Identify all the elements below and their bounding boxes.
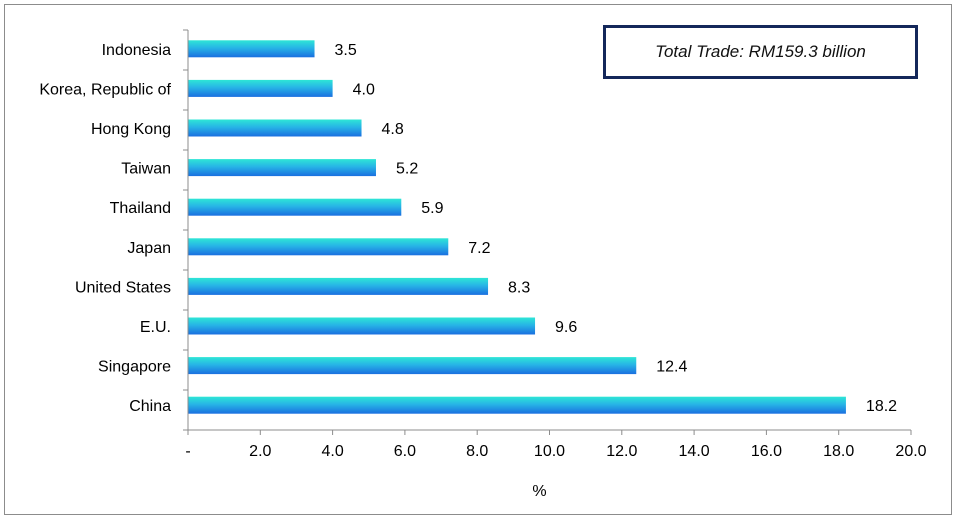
- category-label: Hong Kong: [91, 121, 171, 138]
- x-tick-label: 18.0: [823, 443, 854, 460]
- total-trade-annotation: Total Trade: RM159.3 billion: [603, 25, 918, 79]
- value-label: 5.2: [396, 161, 418, 178]
- x-tick-label: 2.0: [249, 443, 271, 460]
- value-label: 7.2: [468, 240, 490, 257]
- x-tick-label: 6.0: [394, 443, 416, 460]
- value-label: 8.3: [508, 279, 530, 296]
- x-tick-label: 8.0: [466, 443, 488, 460]
- category-label: Japan: [127, 240, 171, 257]
- value-label: 18.2: [866, 398, 897, 415]
- value-label: 12.4: [656, 359, 687, 376]
- bar: [188, 198, 402, 216]
- bars-layer: [188, 40, 846, 414]
- x-tick-label: 20.0: [895, 443, 926, 460]
- bar: [188, 79, 333, 97]
- category-label: United States: [75, 279, 171, 296]
- chart-frame: - 2.0 4.0 6.0 8.0 10.0 12.0 14.0 16.0 18.0 20.0 In…: [4, 4, 952, 515]
- total-trade-text: Total Trade: RM159.3 billion: [655, 42, 866, 61]
- bar: [188, 238, 449, 256]
- x-tick-label: 10.0: [534, 443, 565, 460]
- x-tick-label: 12.0: [606, 443, 637, 460]
- x-tick-label: 4.0: [321, 443, 343, 460]
- value-label: 4.0: [353, 81, 375, 98]
- bar: [188, 159, 376, 177]
- category-label: Korea, Republic of: [39, 81, 171, 98]
- bar: [188, 277, 489, 295]
- bar: [188, 119, 362, 137]
- bar: [188, 357, 637, 375]
- category-label: Singapore: [98, 359, 171, 376]
- category-label: E.U.: [140, 319, 171, 336]
- value-label: 3.5: [335, 42, 357, 59]
- category-label: Thailand: [110, 200, 171, 217]
- value-label: 5.9: [421, 200, 443, 217]
- value-labels: 3.5 4.0 4.8 5.2 5.9 7.2 8.3 9.6 12.4 18.2: [335, 42, 898, 415]
- bar-chart: - 2.0 4.0 6.0 8.0 10.0 12.0 14.0 16.0 18.0 20.0 In…: [39, 29, 927, 500]
- category-labels: Indonesia Korea, Republic of Hong Kong Taiw…: [39, 42, 171, 415]
- x-tick-label: -: [185, 443, 190, 460]
- bar: [188, 317, 536, 335]
- category-label: Taiwan: [121, 161, 171, 178]
- x-tick-label: 14.0: [679, 443, 710, 460]
- value-label: 4.8: [382, 121, 404, 138]
- x-axis-title: %: [532, 483, 546, 500]
- value-label: 9.6: [555, 319, 577, 336]
- x-axis: - 2.0 4.0 6.0 8.0 10.0 12.0 14.0 16.0 18.0 20.0: [183, 29, 927, 460]
- x-tick-label: 16.0: [751, 443, 782, 460]
- category-label: Indonesia: [102, 42, 171, 59]
- category-label: China: [129, 398, 171, 415]
- bar: [188, 396, 846, 414]
- bar: [188, 40, 315, 58]
